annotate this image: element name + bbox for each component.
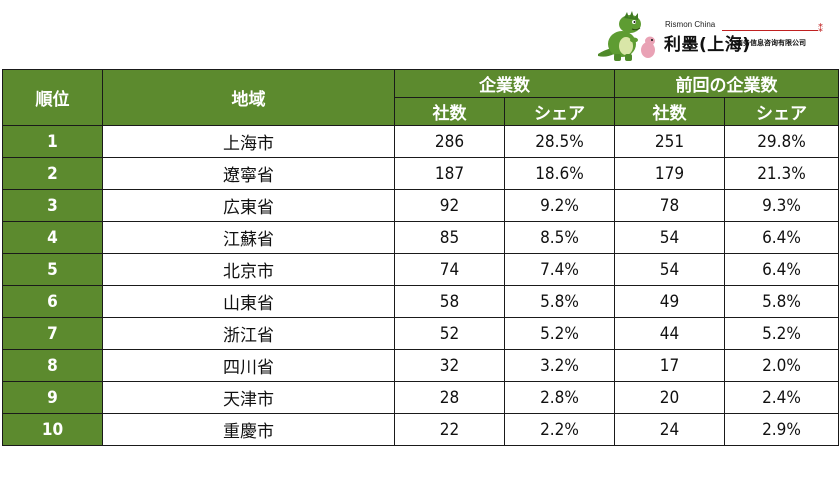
cell-rank: 2 — [2, 157, 103, 190]
cell-prev-share: 6.4% — [724, 221, 839, 254]
cell-count: 286 — [394, 125, 505, 158]
cell-prev-count: 20 — [614, 381, 725, 414]
cell-count: 28 — [394, 381, 505, 414]
table-row: 8 四川省 32 3.2% 17 2.0% — [2, 349, 839, 382]
table-row: 1 上海市 286 28.5% 251 29.8% — [2, 125, 839, 158]
region-ranking-table: 順位 地域 企業数 前回の企業数 社数 シェア 社数 シェア 1 上海市 286 28… — [2, 69, 839, 446]
table-row: 6 山東省 58 5.8% 49 5.8% — [2, 285, 839, 318]
cell-count: 22 — [394, 413, 505, 446]
cell-share: 2.2% — [504, 413, 615, 446]
table-row: 2 遼寧省 187 18.6% 179 21.3% — [2, 157, 839, 190]
cell-prev-share: 21.3% — [724, 157, 839, 190]
cell-prev-share: 5.2% — [724, 317, 839, 350]
cell-prev-count: 54 — [614, 253, 725, 286]
table-row: 3 広東省 92 9.2% 78 9.3% — [2, 189, 839, 222]
header-previous-group: 前回の企業数 — [614, 69, 839, 98]
cell-share: 5.2% — [504, 317, 615, 350]
cell-prev-share: 9.3% — [724, 189, 839, 222]
cell-prev-share: 2.0% — [724, 349, 839, 382]
cell-prev-share: 29.8% — [724, 125, 839, 158]
cell-count: 92 — [394, 189, 505, 222]
cell-prev-count: 44 — [614, 317, 725, 350]
cell-prev-count: 17 — [614, 349, 725, 382]
cell-region: 広東省 — [102, 189, 395, 222]
cell-share: 2.8% — [504, 381, 615, 414]
cell-prev-share: 2.4% — [724, 381, 839, 414]
cell-share: 7.4% — [504, 253, 615, 286]
cell-region: 天津市 — [102, 381, 395, 414]
cell-rank: 1 — [2, 125, 103, 158]
cell-region: 遼寧省 — [102, 157, 395, 190]
cell-count: 58 — [394, 285, 505, 318]
cell-share: 3.2% — [504, 349, 615, 382]
header-share: シェア — [504, 97, 615, 126]
cell-rank: 10 — [2, 413, 103, 446]
cell-region: 北京市 — [102, 253, 395, 286]
cell-region: 浙江省 — [102, 317, 395, 350]
cell-prev-count: 24 — [614, 413, 725, 446]
cell-count: 52 — [394, 317, 505, 350]
cell-prev-share: 2.9% — [724, 413, 839, 446]
cell-prev-count: 49 — [614, 285, 725, 318]
cell-count: 187 — [394, 157, 505, 190]
table-row: 4 江蘇省 85 8.5% 54 6.4% — [2, 221, 839, 254]
logo-rule-line — [722, 30, 818, 31]
cell-count: 85 — [394, 221, 505, 254]
cell-region: 重慶市 — [102, 413, 395, 446]
cell-region: 四川省 — [102, 349, 395, 382]
cell-region: 江蘇省 — [102, 221, 395, 254]
table-row: 10 重慶市 22 2.2% 24 2.9% — [2, 413, 839, 446]
header-rank: 順位 — [2, 69, 103, 126]
company-logo: Rismon China ⁑ 利墨(上海) 商务信息咨询有限公司 — [594, 10, 834, 62]
cell-prev-count: 78 — [614, 189, 725, 222]
cell-prev-count: 54 — [614, 221, 725, 254]
cell-prev-count: 251 — [614, 125, 725, 158]
cell-region: 上海市 — [102, 125, 395, 158]
logo-ornament-icon: ⁑ — [818, 24, 823, 35]
cell-prev-share: 6.4% — [724, 253, 839, 286]
table-row: 5 北京市 74 7.4% 54 6.4% — [2, 253, 839, 286]
cell-share: 18.6% — [504, 157, 615, 190]
cell-rank: 4 — [2, 221, 103, 254]
table-body: 1 上海市 286 28.5% 251 29.8% 2 遼寧省 187 18.6% 179 21.3%… — [2, 125, 839, 446]
cell-rank: 8 — [2, 349, 103, 382]
cell-rank: 7 — [2, 317, 103, 350]
cell-rank: 9 — [2, 381, 103, 414]
header-region: 地域 — [102, 69, 395, 126]
logo-chinese-name: 利墨(上海) — [664, 35, 751, 55]
cell-region: 山東省 — [102, 285, 395, 318]
cell-rank: 6 — [2, 285, 103, 318]
cell-prev-share: 5.8% — [724, 285, 839, 318]
table-row: 7 浙江省 52 5.2% 44 5.2% — [2, 317, 839, 350]
header-prev-share: シェア — [724, 97, 839, 126]
cell-count: 74 — [394, 253, 505, 286]
logo-english-name: Rismon China — [665, 20, 716, 29]
dinosaur-mascot-icon — [598, 11, 655, 61]
cell-share: 28.5% — [504, 125, 615, 158]
table-row: 9 天津市 28 2.8% 20 2.4% — [2, 381, 839, 414]
cell-share: 8.5% — [504, 221, 615, 254]
cell-rank: 5 — [2, 253, 103, 286]
cell-share: 5.8% — [504, 285, 615, 318]
cell-prev-count: 179 — [614, 157, 725, 190]
logo-company-type: 商务信息咨询有限公司 — [736, 39, 806, 47]
header-prev-count: 社数 — [614, 97, 725, 126]
header-current-group: 企業数 — [394, 69, 615, 98]
header-count: 社数 — [394, 97, 505, 126]
cell-count: 32 — [394, 349, 505, 382]
cell-rank: 3 — [2, 189, 103, 222]
cell-share: 9.2% — [504, 189, 615, 222]
